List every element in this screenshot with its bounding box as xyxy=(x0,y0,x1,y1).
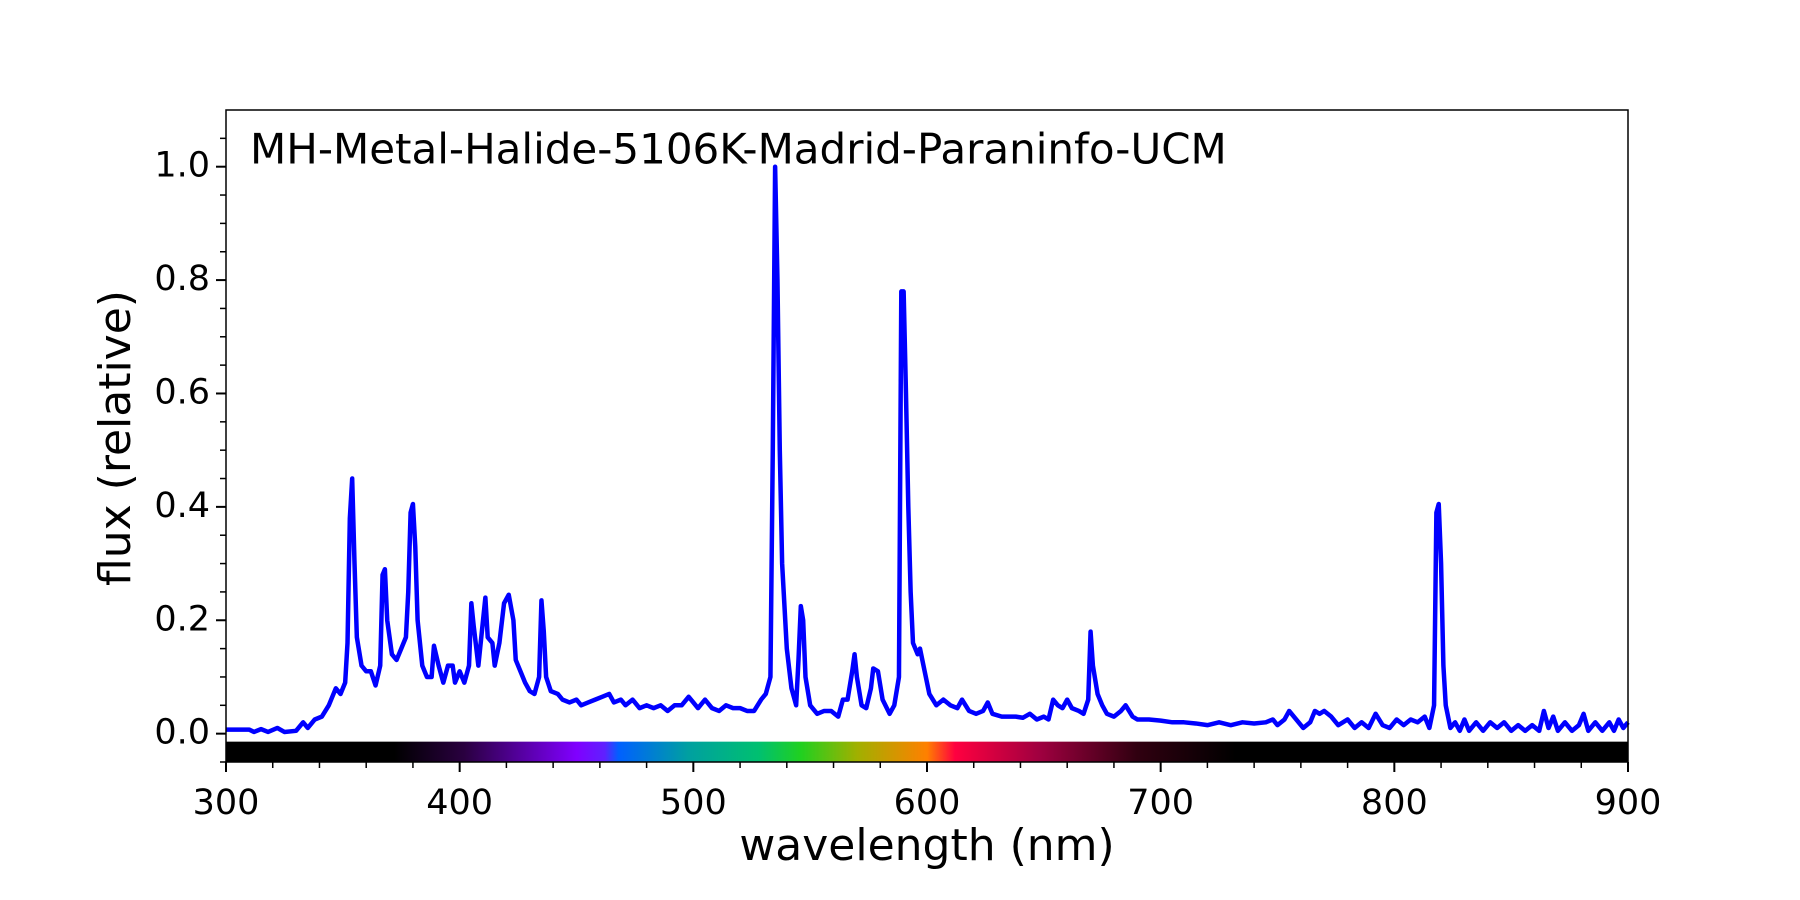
chart-title: MH-Metal-Halide-5106K-Madrid-Paraninfo-U… xyxy=(250,125,1227,174)
x-tick-label: 600 xyxy=(894,783,961,823)
x-tick-label: 500 xyxy=(660,783,727,823)
y-tick-label: 0.6 xyxy=(154,372,210,412)
y-tick-label: 0.2 xyxy=(154,599,210,639)
x-tick-label: 800 xyxy=(1361,783,1428,823)
x-tick-label: 400 xyxy=(426,783,493,823)
y-tick-label: 0.8 xyxy=(154,259,210,299)
plot-frame xyxy=(225,109,1629,763)
y-axis-label: flux (relative) xyxy=(90,290,141,586)
x-tick-label: 900 xyxy=(1595,783,1662,823)
y-tick-label: 0.0 xyxy=(154,713,210,753)
y-tick-label: 0.4 xyxy=(154,486,210,526)
x-tick-label: 300 xyxy=(193,783,260,823)
y-tick-label: 1.0 xyxy=(154,146,210,186)
spectrum-strip xyxy=(226,741,1628,762)
x-tick-label: 700 xyxy=(1127,783,1194,823)
x-axis-label: wavelength (nm) xyxy=(739,820,1114,871)
spectrum-line xyxy=(226,164,1630,735)
